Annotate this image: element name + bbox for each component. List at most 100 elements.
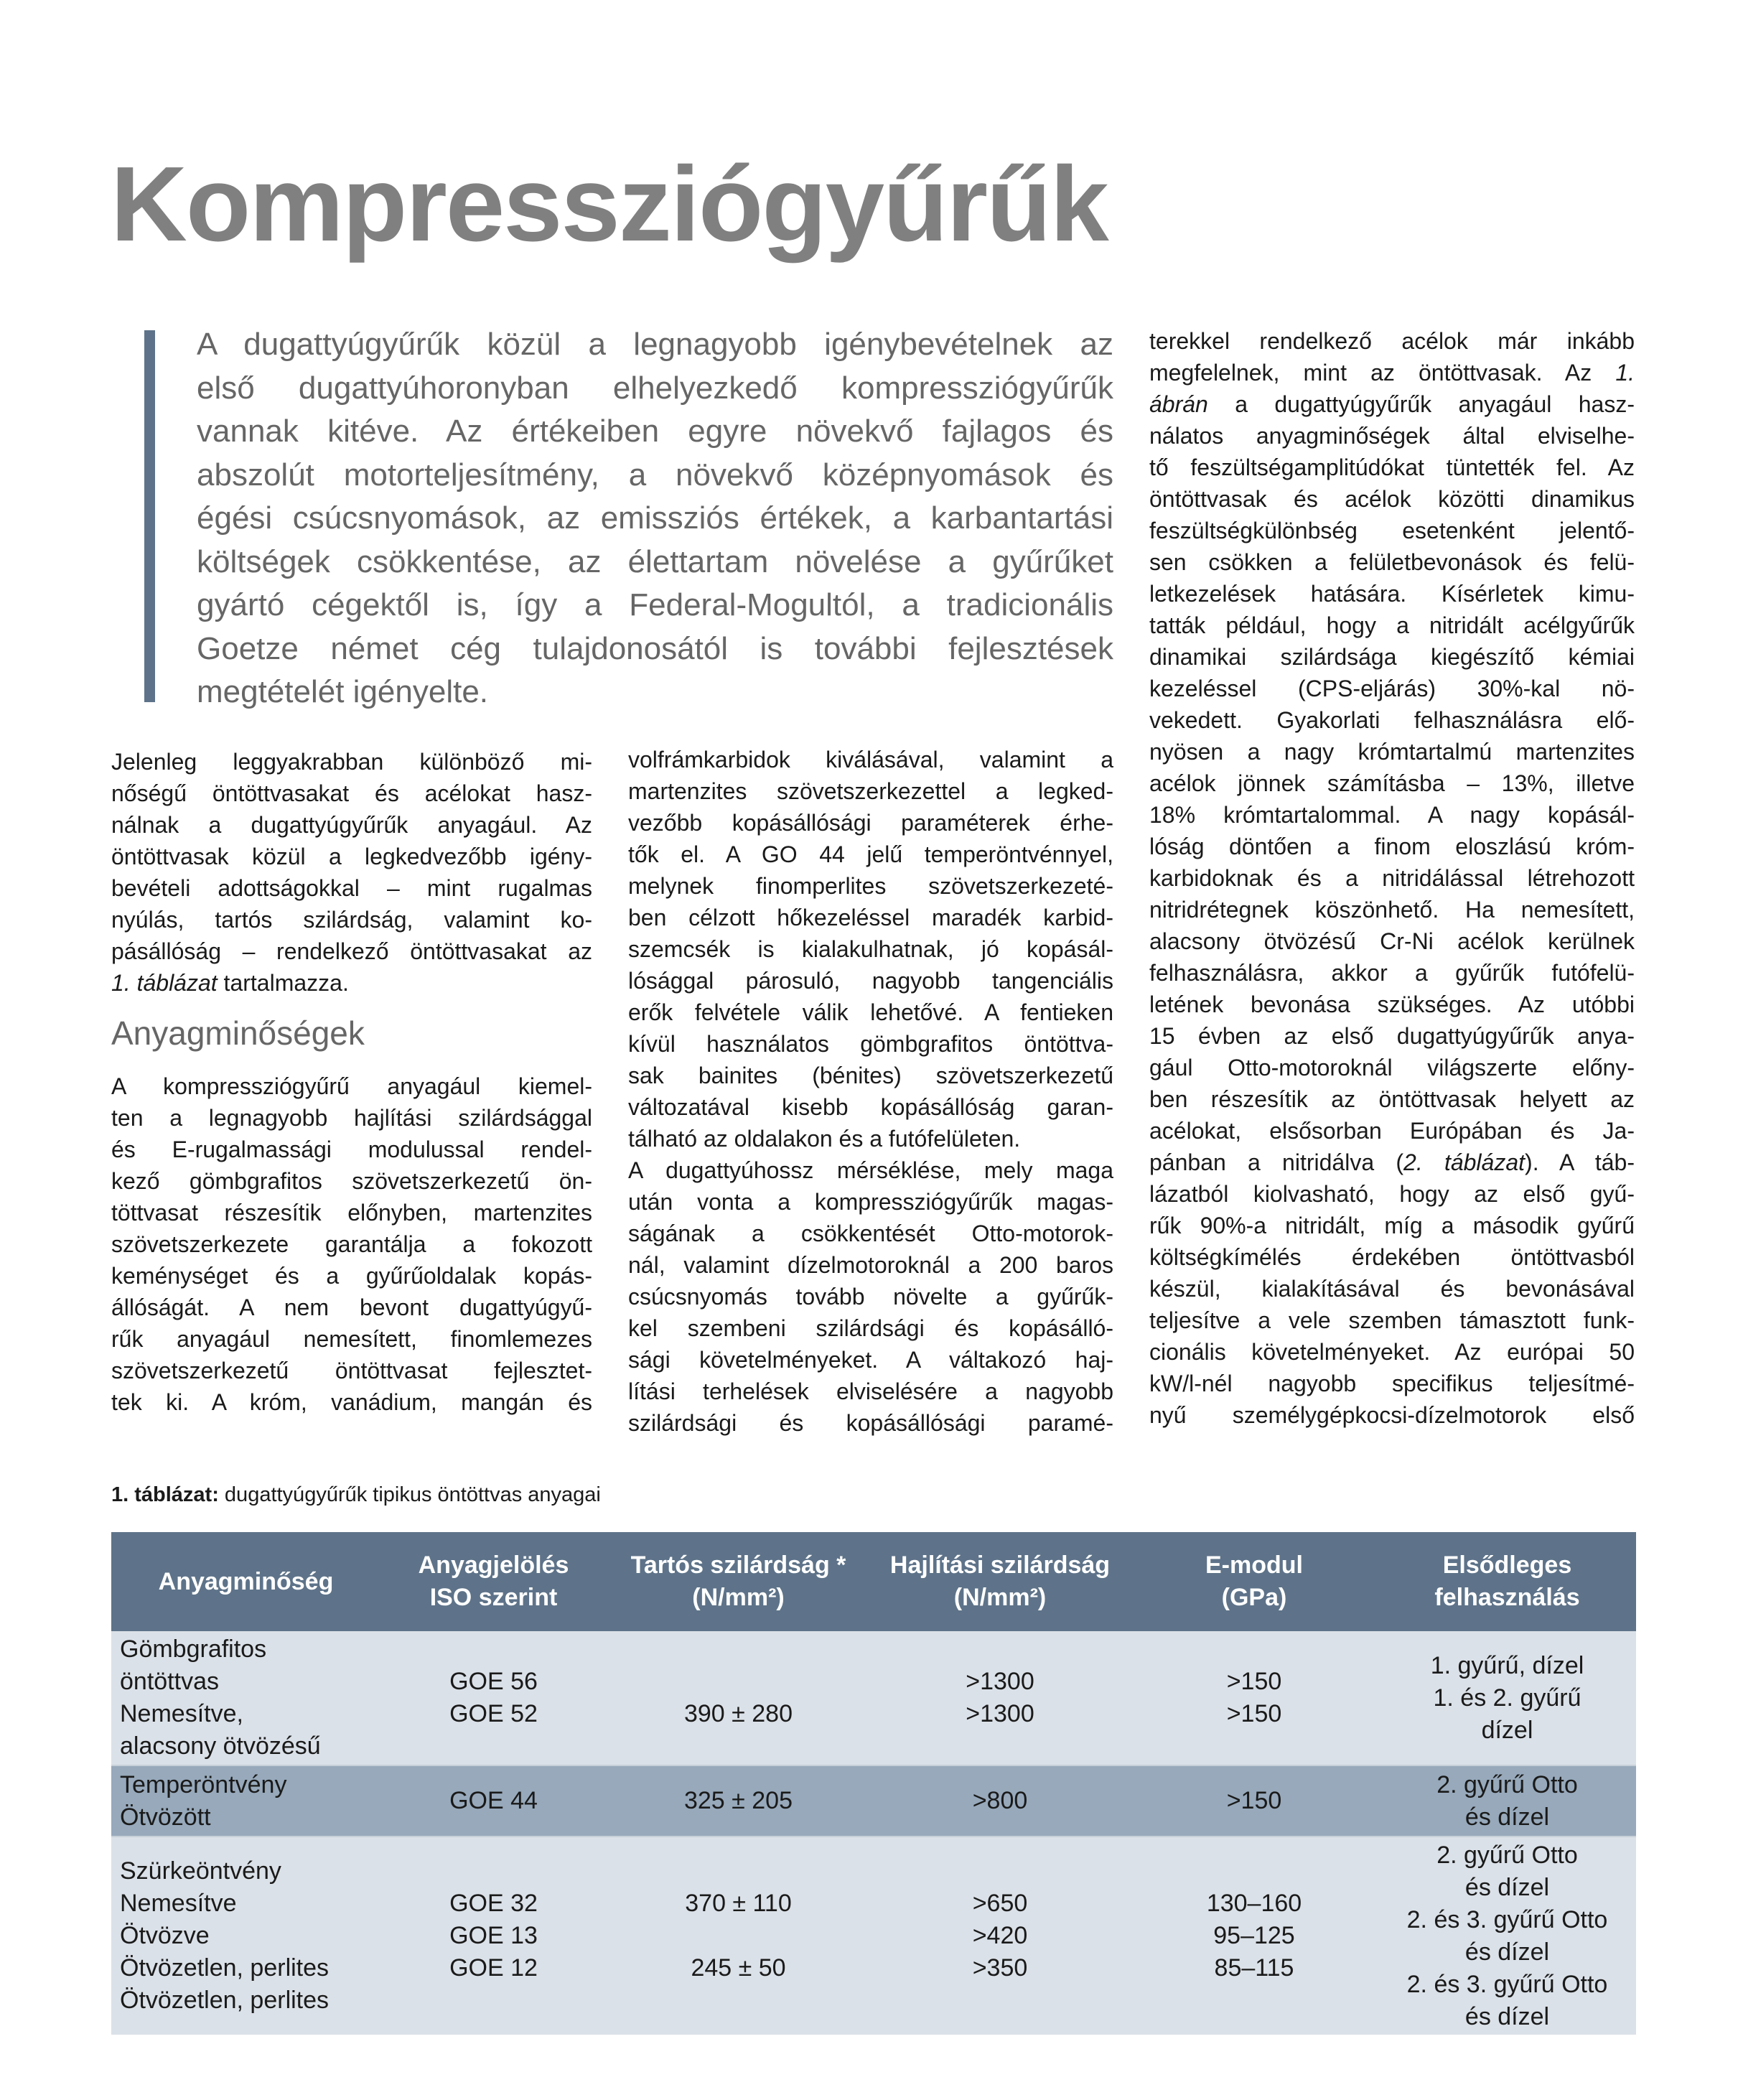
text-line: kW/l-nél nagyobb specifikus teljesítmé- <box>1149 1371 1635 1396</box>
text-line: égési csúcsnyomások, az emissziós értéke… <box>197 500 1113 536</box>
cell-line: öntöttvas <box>120 1668 219 1695</box>
column-header-line: Tartós szilárdság * <box>630 1551 846 1579</box>
cell-line: >150 <box>1226 1700 1282 1727</box>
section-heading: Anyagminőségek <box>111 1014 365 1052</box>
cell-line: 95–125 <box>1213 1922 1295 1949</box>
text-line: letkezelések hatására. Kísérletek kimu- <box>1149 581 1635 607</box>
text-line: nyű személygépkocsi-dízelmotorok első <box>1149 1402 1635 1428</box>
table-cell: GOE 56 GOE 52 <box>380 1631 607 1765</box>
text-line: karbidoknak és a nitridálással létrehozo… <box>1149 865 1635 891</box>
text-line: kel szembeni szilárdsági és kopásálló- <box>628 1315 1113 1341</box>
cell-line: >150 <box>1226 1668 1282 1695</box>
cell-line: 370 ± 110 <box>685 1890 792 1917</box>
text-line: öntöttvasak és acélok közötti dinamikus <box>1149 486 1635 512</box>
text-line: 18% krómtartalommal. A nagy kopásál- <box>1149 802 1635 828</box>
cell-line: >420 <box>972 1922 1028 1949</box>
cell-line <box>874 1730 1126 1763</box>
cell-line: >150 <box>1226 1787 1282 1814</box>
cell-line: Ötvözetlen, perlites <box>120 1987 330 2014</box>
cell-line <box>1134 1855 1374 1887</box>
text-line: nitridrétegnek köszönhető. Ha nemesített… <box>1149 897 1635 923</box>
table-cell: 130–160 95–125 85–115 <box>1130 1837 1378 2035</box>
italic-reference: 1. táblázat <box>111 970 218 996</box>
text-line: megtételét igényelte. <box>197 674 489 709</box>
cell-line: és dízel <box>1464 2002 1550 2030</box>
cell-line: >800 <box>972 1787 1028 1814</box>
cell-line: >350 <box>972 1954 1028 1982</box>
column-header-line: Hajlítási szilárdság <box>889 1551 1111 1579</box>
text-line: vekedett. Gyakorlati felhasználásra elő- <box>1149 707 1635 733</box>
column-header-line: felhasználás <box>1434 1584 1580 1611</box>
cell-line: és dízel <box>1464 1873 1550 1901</box>
text-span: tartalmazza. <box>217 970 349 996</box>
cell-line <box>874 1984 1126 2017</box>
cell-line <box>874 1855 1126 1887</box>
table-header-row: Anyagminőség Anyagjelölés ISO szerint Tartó… <box>111 1532 1636 1631</box>
text-line: kezeléssel (CPS-eljárás) 30%-kal nö- <box>1149 676 1635 701</box>
cell-line: 1. és 2. gyűrű <box>1433 1684 1582 1712</box>
text-line: nál, valamint dízelmotoroknál a 200 baro… <box>628 1252 1113 1278</box>
materials-table: Anyagminőség Anyagjelölés ISO szerint Tartó… <box>111 1532 1636 2035</box>
text-line: lítási terhelések elviselésére a nagyobb <box>628 1378 1113 1404</box>
cell-line: Ötvözve <box>120 1922 210 1949</box>
table-row: Gömbgrafitos öntöttvas Nemesítve, alacsony … <box>111 1631 1636 1765</box>
cell-line <box>1134 1730 1374 1763</box>
text-line: Goetze német cég tulajdonosától is továb… <box>197 630 1113 666</box>
table-caption-text: dugattyúgyűrűk tipikus öntöttvas anyagai <box>218 1483 601 1506</box>
text-line: felhasználásra, akkor a gyűrűk futófelü- <box>1149 960 1635 986</box>
text-line: öntöttvasak közül a legkedvezőbb igény- <box>111 844 592 869</box>
cell-line: GOE 32 <box>449 1890 538 1917</box>
text-line: pásállóság – rendelkező öntöttvasakat az <box>111 938 592 964</box>
text-line: letének bevonása szükséges. Az utóbbi <box>1149 991 1635 1017</box>
cell-line: GOE 44 <box>449 1787 538 1814</box>
text-line: változatával kisebb kopásállóság garan- <box>628 1094 1113 1120</box>
cell-line: 390 ± 280 <box>683 1700 793 1727</box>
text-line: lázatból kiolvasható, hogy az első gyű- <box>1149 1181 1635 1207</box>
text-line: nyösen a nagy krómtartalmú martenzites <box>1149 739 1635 765</box>
table-cell: >150 >150 <box>1130 1631 1378 1765</box>
column-header-line: Elsődleges <box>1442 1551 1572 1579</box>
column-header-line: (N/mm²) <box>953 1584 1047 1611</box>
italic-reference: 1. <box>1615 360 1635 386</box>
text-line: első dugattyúhoronyban elhelyezkedő komp… <box>197 370 1113 406</box>
text-span: pánban a nitridálva ( <box>1149 1149 1404 1175</box>
cell-line: 325 ± 205 <box>683 1787 793 1814</box>
text-line: volfrámkarbidok kiválásával, valamint a <box>628 747 1113 773</box>
table-cell: GOE 32 GOE 13 GOE 12 <box>380 1837 607 2035</box>
text-line: martenzites szövetszerkezettel a legked- <box>628 778 1113 804</box>
cell-line: alacsony ötvözésű <box>120 1732 321 1760</box>
cell-line <box>1134 1633 1374 1666</box>
cell-line: GOE 13 <box>449 1922 538 1949</box>
text-line: keménységet és a gyűrűoldalak kopás- <box>111 1263 592 1289</box>
text-line: nálnak a dugattyúgyűrűk anyagául. Az <box>111 812 592 838</box>
text-line: után vonta a kompressziógyűrűk magas- <box>628 1189 1113 1215</box>
table-cell: 2. gyűrű Otto és dízel 2. és 3. gyűrű Otto… <box>1378 1837 1636 2035</box>
text-line: 15 évben az első dugattyúgyűrűk anya- <box>1149 1023 1635 1049</box>
text-line: sági követelményeket. A váltakozó haj- <box>628 1347 1113 1373</box>
text-line: rűk anyagául nemesített, finomlemezes <box>111 1326 592 1352</box>
table-caption: 1. táblázat: dugattyúgyűrűk tipikus öntö… <box>111 1483 601 1507</box>
cell-line: 2. gyűrű Otto <box>1436 1841 1578 1869</box>
text-line: sen csökken a felületbevonások és felü- <box>1149 549 1635 575</box>
text-line: acélok jönnek számításba – 13%, illetve <box>1149 770 1635 796</box>
text-line: 1. táblázat tartalmazza. <box>111 967 592 999</box>
text-line: A dugattyúhossz mérséklése, mely maga <box>628 1157 1113 1183</box>
cell-line <box>385 1633 602 1666</box>
paragraph: A dugattyúhossz mérséklése, mely maga utá… <box>628 1154 1113 1439</box>
text-line: erők felvétele válik lehetővé. A fentiek… <box>628 999 1113 1025</box>
text-line: ábrán a dugattyúgyűrűk anyagául hasz- <box>1149 388 1635 420</box>
text-line: költségek csökkentése, az élettartam növ… <box>197 543 1113 579</box>
cell-line: Gömbgrafitos <box>120 1635 267 1663</box>
text-line: feszültségkülönbség esetenként jelentő- <box>1149 518 1635 543</box>
text-line: szövetszerkezetű öntöttvasat fejlesztet- <box>111 1358 592 1383</box>
cell-line <box>611 1730 866 1763</box>
cell-line: >650 <box>972 1890 1028 1917</box>
cell-line <box>611 1855 866 1887</box>
text-line: megfelelnek, mint az öntöttvasak. Az 1. <box>1149 357 1635 388</box>
text-line: lósággal párosuló, nagyobb tangenciális <box>628 968 1113 994</box>
cell-line <box>385 1984 602 2017</box>
page-title: Kompressziógyűrűk <box>111 145 1109 264</box>
cell-line: Ötvözetlen, perlites <box>120 1954 330 1982</box>
column-header-line: Anyagminőség <box>158 1567 334 1595</box>
table-cell: Temperöntvény Ötvözött <box>111 1765 380 1837</box>
